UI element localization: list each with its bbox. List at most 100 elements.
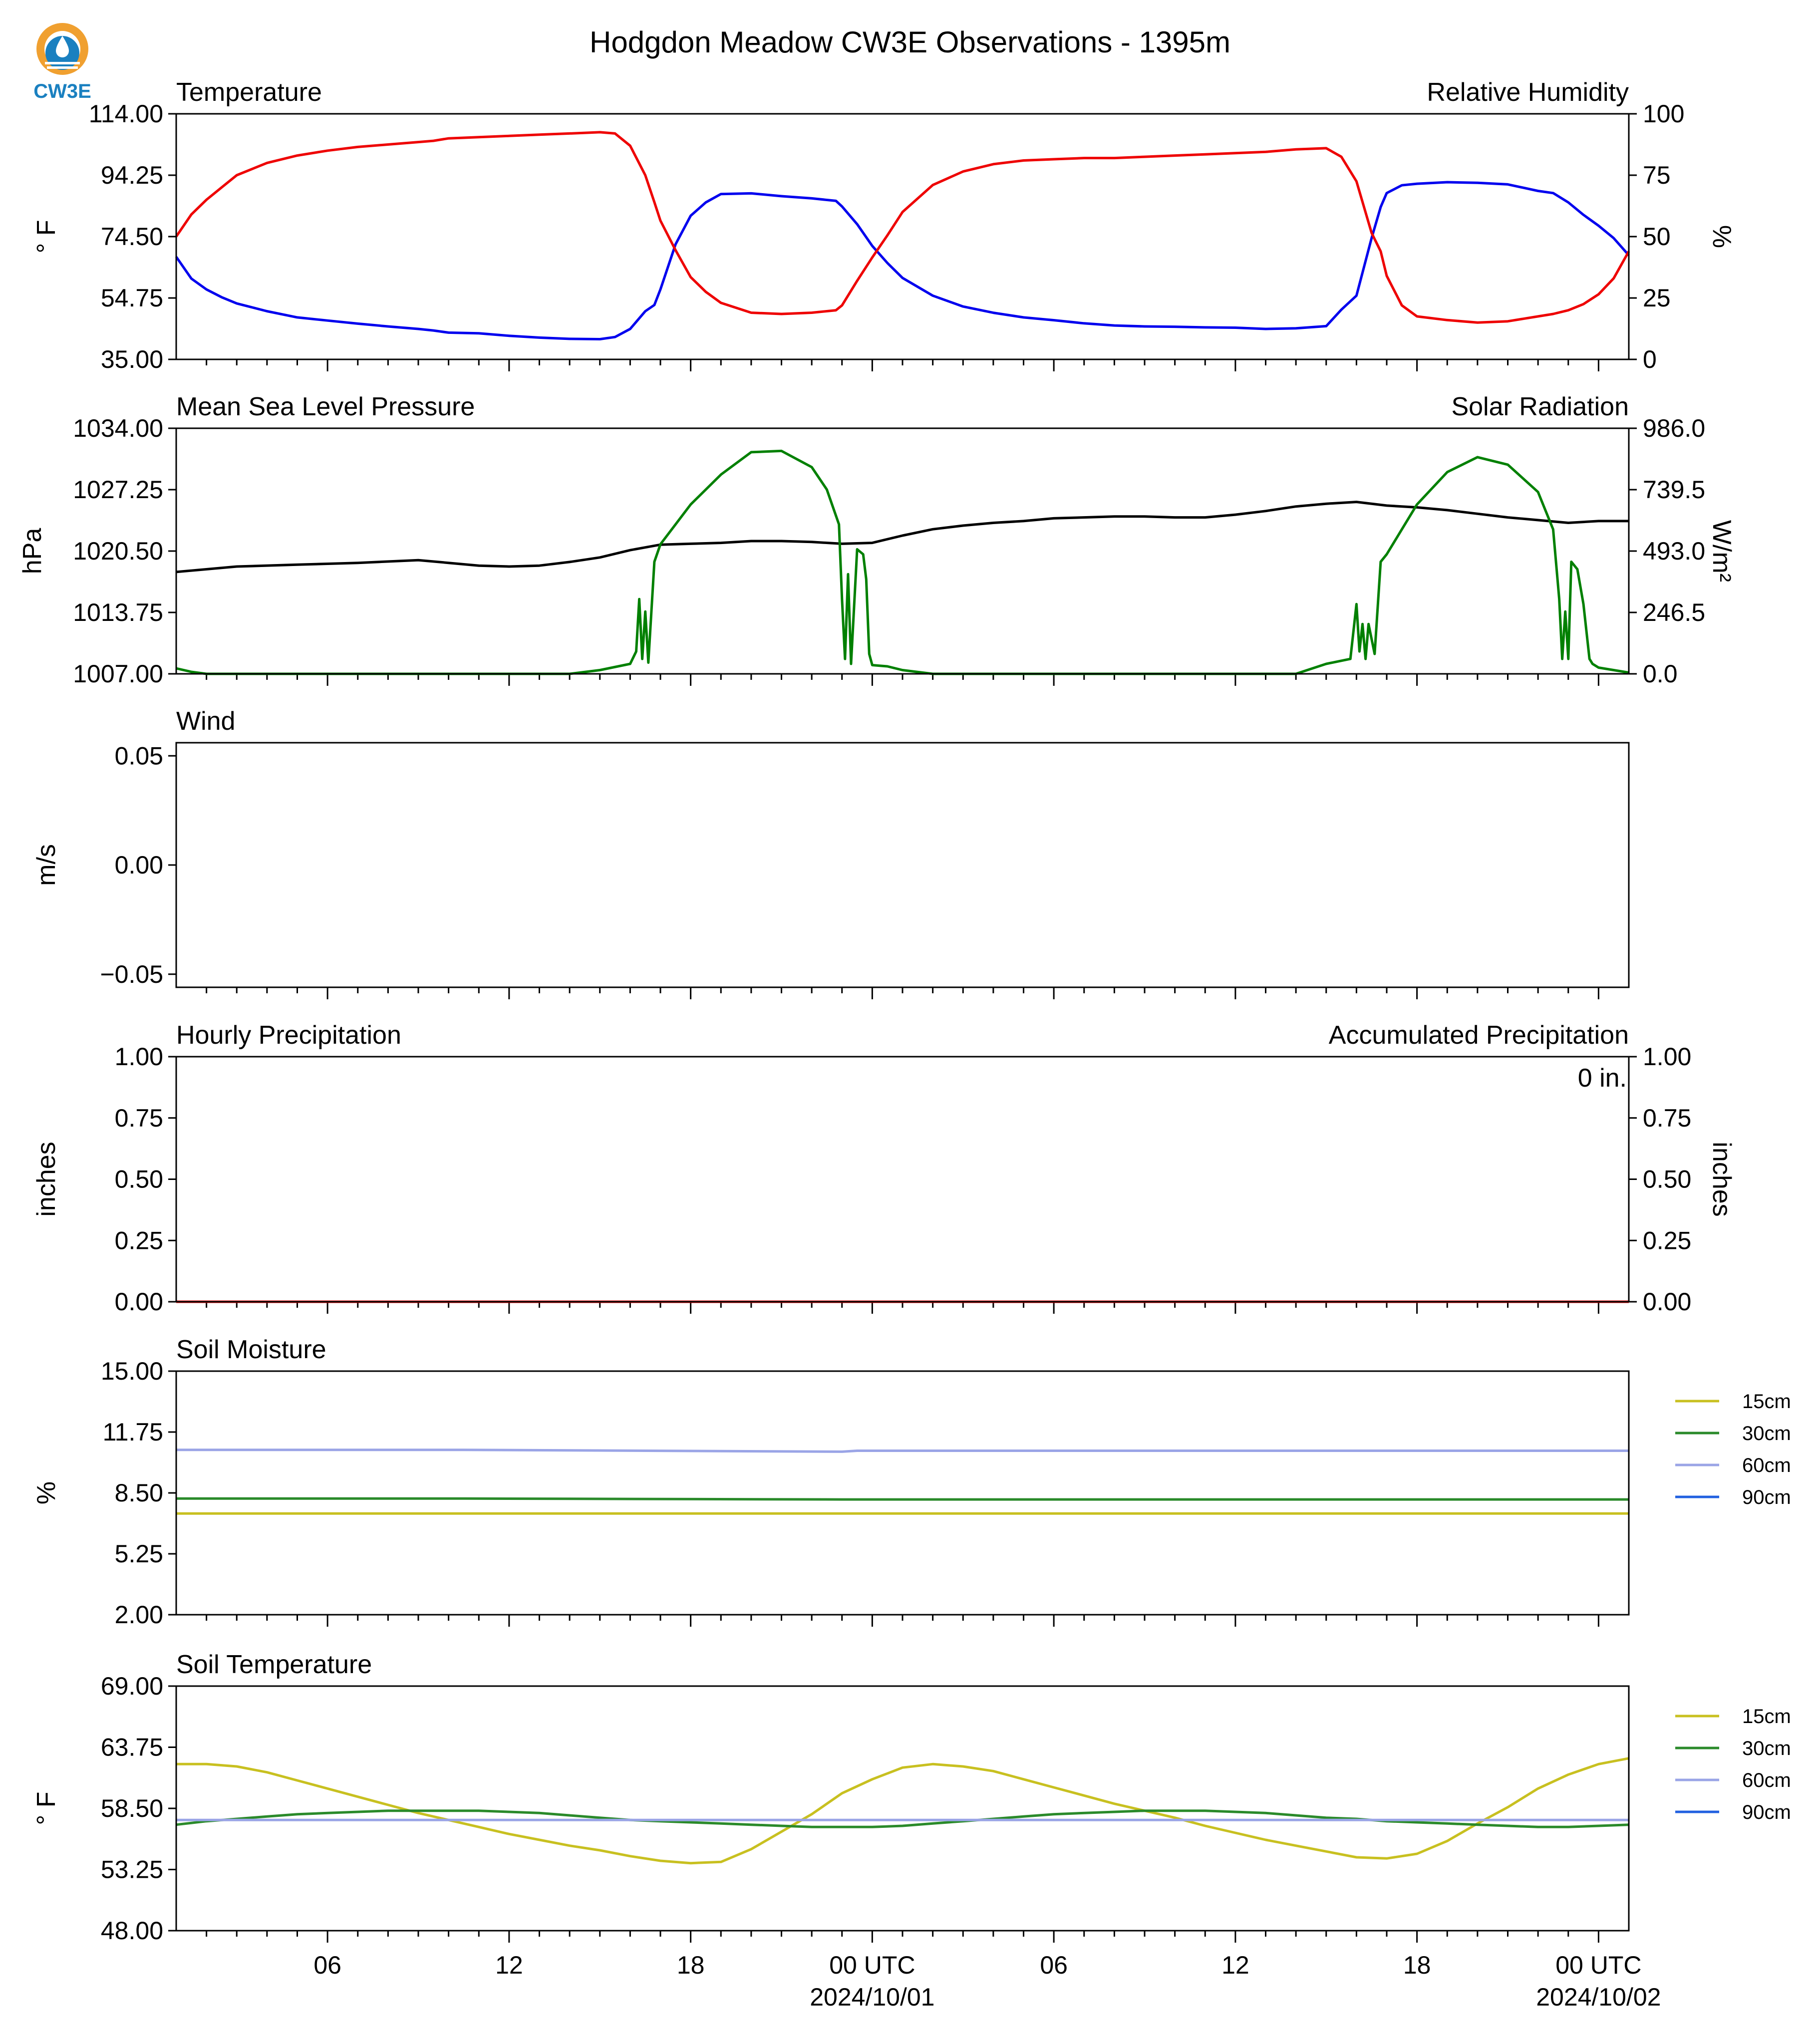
y-tick-label-right: 0.50 [1643, 1165, 1691, 1193]
y-tick-label-right: 986.0 [1643, 414, 1705, 442]
series-line-temperature [175, 181, 1630, 340]
y-axis-label-left: inches [32, 1142, 61, 1216]
y-tick-label-left: 74.50 [101, 223, 163, 251]
series-line-mean-sea-level-pressure [176, 501, 1629, 574]
y-tick-label-left: 1020.50 [73, 537, 163, 565]
y-tick-label-left: 114.00 [89, 100, 163, 128]
legend-label: 90cm [1742, 1486, 1791, 1508]
y-tick-label-right: 0 [1643, 345, 1657, 373]
y-tick-label-right: 25 [1643, 284, 1671, 312]
panel-frame [175, 113, 1630, 360]
panel-frame [175, 427, 1630, 675]
y-tick-label-left: 1034.00 [73, 414, 163, 442]
x-tick-label: 06 [1040, 1951, 1068, 1979]
panel-title-right: Solar Radiation [1451, 392, 1629, 421]
panel-title-right: Relative Humidity [1427, 78, 1629, 107]
y-tick-label-left: 5.25 [115, 1540, 163, 1568]
panel-title-left: Temperature [176, 78, 322, 107]
panel-title-left: Mean Sea Level Pressure [176, 392, 475, 421]
x-tick-label: 00 UTC [829, 1951, 915, 1979]
panel-frame [175, 1685, 1630, 1932]
y-tick-label-left: −0.05 [100, 960, 163, 988]
y-tick-label-right: 0.25 [1643, 1226, 1691, 1254]
y-tick-label-right: 246.5 [1643, 598, 1705, 626]
series-line-60cm [176, 1449, 1629, 1453]
panel-title-left: Soil Moisture [176, 1335, 326, 1364]
y-axis-label-left: m/s [32, 844, 61, 886]
y-tick-label-left: 0.25 [115, 1226, 163, 1254]
y-axis-label-right: W/m² [1707, 520, 1736, 582]
y-tick-label-left: 35.00 [101, 345, 163, 373]
y-tick-label-left: 63.75 [101, 1734, 163, 1761]
x-tick-label: 18 [677, 1951, 705, 1979]
x-date-label: 2024/10/01 [810, 1983, 934, 2011]
y-tick-label-left: 54.75 [101, 284, 163, 312]
y-tick-label-right: 100 [1643, 100, 1684, 128]
legend-label: 30cm [1742, 1423, 1791, 1445]
y-tick-label-left: 1.00 [115, 1043, 163, 1071]
panel-soil-temperature: Soil Temperature ° F 69.00 63.75 58.50 53.25 4… [32, 1650, 1791, 2011]
accumulated-total-label: 0 in. [1578, 1064, 1627, 1093]
y-tick-label-left: 0.05 [115, 742, 163, 770]
logo-text: CW3E [33, 80, 91, 102]
y-tick-label-right: 0.0 [1643, 660, 1678, 688]
y-tick-label-left: 48.00 [101, 1917, 163, 1945]
y-axis-label-left: hPa [18, 528, 47, 575]
chart-title: Hodgdon Meadow CW3E Observations - 1395m [590, 25, 1230, 59]
y-tick-label-left: 0.75 [115, 1104, 163, 1132]
y-tick-label-left: 1027.25 [73, 476, 163, 504]
legend-label: 90cm [1742, 1801, 1791, 1823]
y-tick-label-left: 15.00 [101, 1357, 163, 1385]
y-tick-label-right: 0.00 [1643, 1288, 1691, 1316]
panel-temperature-humidity: Temperature Relative Humidity ° F % 114.00 94… [32, 78, 1736, 373]
y-tick-label-left: 53.25 [101, 1856, 163, 1884]
y-tick-label-left: 0.00 [115, 1288, 163, 1316]
panel-frame [175, 742, 1630, 988]
panel-title-left: Wind [176, 707, 235, 736]
y-tick-label-left: 58.50 [101, 1794, 163, 1822]
y-axis-label-right: % [1707, 225, 1736, 248]
y-tick-label-right: 50 [1643, 223, 1671, 251]
x-tick-label: 00 UTC [1555, 1951, 1641, 1979]
y-tick-label-right: 739.5 [1643, 476, 1705, 504]
panel-wind: Wind m/s 0.05 0.00 −0.05 [32, 707, 1630, 999]
legend-label: 30cm [1742, 1738, 1791, 1759]
y-tick-label-left: 2.00 [115, 1601, 163, 1629]
y-tick-label-left: 1013.75 [73, 598, 163, 626]
y-tick-label-left: 0.50 [115, 1165, 163, 1193]
legend-label: 60cm [1742, 1769, 1791, 1791]
x-tick-label: 18 [1403, 1951, 1431, 1979]
x-tick-label: 12 [1221, 1951, 1249, 1979]
y-tick-label-right: 75 [1643, 161, 1671, 189]
y-tick-label-left: 0.00 [115, 851, 163, 879]
series-line-solar-radiation [176, 449, 1629, 675]
y-axis-label-left: ° F [32, 220, 61, 253]
y-axis-label-left: % [32, 1481, 61, 1504]
y-tick-label-left: 69.00 [101, 1672, 163, 1700]
panel-soil-moisture: Soil Moisture% 15.00 11.75 8.50 5.25 2.00 15cm… [32, 1335, 1791, 1629]
legend-label: 60cm [1742, 1454, 1791, 1476]
series-line-relative-humidity [175, 131, 1630, 324]
y-tick-label-left: 94.25 [101, 161, 163, 189]
y-axis-label-right: inches [1707, 1142, 1736, 1216]
y-tick-label-left: 1007.00 [73, 660, 163, 688]
y-tick-label-right: 1.00 [1643, 1043, 1691, 1071]
y-tick-label-right: 0.75 [1643, 1104, 1691, 1132]
series-line-30cm [176, 1497, 1629, 1501]
panel-pressure-solar: Mean Sea Level Pressure Solar Radiation hP… [18, 392, 1736, 688]
legend-label: 15cm [1742, 1706, 1791, 1728]
x-tick-label: 06 [313, 1951, 341, 1979]
series-line-15cm [176, 1757, 1629, 1865]
logo-drop-icon [56, 36, 69, 57]
x-tick-label: 12 [495, 1951, 523, 1979]
panel-precipitation: Hourly Precipitation Accumulated Precipit… [32, 1021, 1736, 1316]
x-date-label: 2024/10/02 [1536, 1983, 1661, 2011]
panel-frame [175, 1370, 1630, 1616]
y-tick-label-right: 493.0 [1643, 537, 1705, 565]
y-axis-label-left: ° F [32, 1791, 61, 1825]
cw3e-logo: CW3E [25, 18, 100, 103]
panel-title-left: Soil Temperature [176, 1650, 372, 1679]
legend-label: 15cm [1742, 1391, 1791, 1413]
y-tick-label-left: 11.75 [103, 1418, 163, 1446]
